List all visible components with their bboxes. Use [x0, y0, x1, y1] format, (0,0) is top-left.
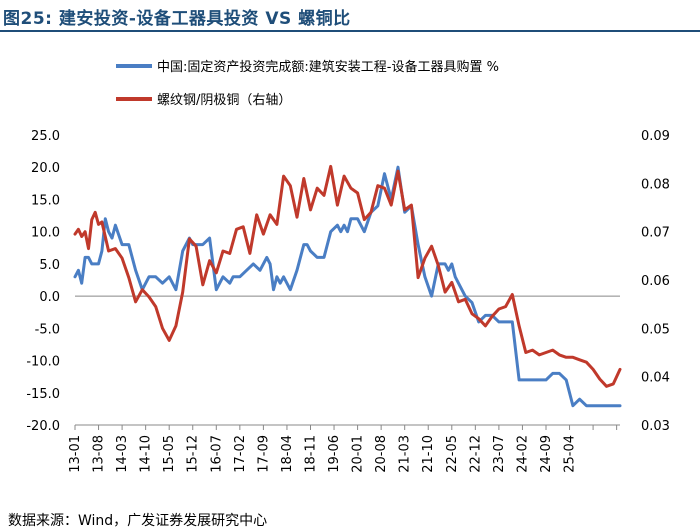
chart: 中国:固定资产投资完成额:建筑安装工程-设备工器具购置 % 螺纹钢/阴极铜（右轴… [26, 59, 670, 473]
series-line-investment [73, 165, 622, 408]
x-tick-label: 14-03 [115, 435, 130, 473]
y-left-tick-label: 10.0 [31, 226, 60, 241]
x-tick-label: 13-08 [92, 435, 107, 473]
x-tick-label: 24-09 [539, 435, 554, 473]
y-left-tick-label: -10.0 [26, 355, 60, 370]
y-right-tick-label: 0.03 [641, 419, 670, 434]
x-tick-label: 23-07 [492, 435, 507, 473]
y-right-tick-label: 0.07 [641, 226, 670, 241]
y-right-tick-label: 0.06 [641, 274, 670, 289]
y-left-tick-label: 0.0 [39, 290, 60, 305]
x-tick-label: 21-03 [398, 435, 413, 473]
legend-label-investment: 中国:固定资产投资完成额:建筑安装工程-设备工器具购置 % [157, 59, 499, 75]
x-tick-label: 15-12 [186, 435, 201, 473]
y-left-tick-label: 25.0 [31, 129, 60, 144]
y-left-tick-label: -20.0 [26, 419, 60, 434]
y-left-tick-label: -15.0 [26, 387, 60, 402]
x-tick-label: 20-01 [351, 435, 366, 473]
x-tick-label: 17-09 [256, 435, 271, 473]
y-left-tick-label: 5.0 [39, 258, 60, 273]
y-left-tick-label: 15.0 [31, 193, 60, 208]
x-tick-label: 15-05 [162, 435, 177, 473]
x-tick-label: 25-04 [563, 435, 578, 473]
figure-title: 图25: 建安投资-设备工器具投资 VS 螺铜比 [3, 9, 351, 29]
source-note: 数据来源：Wind，广发证券发展研究中心 [8, 513, 268, 529]
x-tick-label: 20-08 [374, 435, 389, 473]
title-bar: 图25: 建安投资-设备工器具投资 VS 螺铜比 [0, 0, 700, 32]
x-tick-label: 16-07 [209, 435, 224, 473]
x-tick-label: 18-04 [280, 435, 295, 473]
x-tick-label: 13-01 [68, 435, 83, 473]
x-tick-label: 18-11 [303, 435, 318, 473]
y-left-tick-label: -5.0 [35, 322, 60, 337]
legend: 中国:固定资产投资完成额:建筑安装工程-设备工器具购置 % 螺纹钢/阴极铜（右轴… [116, 59, 499, 108]
x-tick-label: 22-05 [445, 435, 460, 473]
y-right-tick-label: 0.08 [641, 177, 670, 192]
legend-label-rebar-copper: 螺纹钢/阴极铜（右轴） [157, 93, 291, 108]
x-tick-label: 22-12 [468, 435, 483, 473]
y-right-tick-label: 0.04 [641, 371, 670, 386]
x-tick-label: 17-02 [233, 435, 248, 473]
x-tick-label: 14-10 [139, 435, 154, 473]
y-right-tick-label: 0.05 [641, 322, 670, 337]
series-line-rebar-copper [73, 164, 622, 388]
axes: 25.0 20.0 15.0 10.0 5.0 0.0 -5.0 -10.0 -15.0 -20.… [26, 129, 670, 473]
x-tick-label: 24-02 [515, 435, 530, 473]
y-right-tick-label: 0.09 [641, 129, 670, 144]
series-layer [73, 164, 622, 408]
x-tick-label: 19-06 [327, 435, 342, 473]
title-divider [0, 30, 700, 32]
y-left-tick-label: 20.0 [31, 161, 60, 176]
x-tick-label: 21-10 [421, 435, 436, 473]
